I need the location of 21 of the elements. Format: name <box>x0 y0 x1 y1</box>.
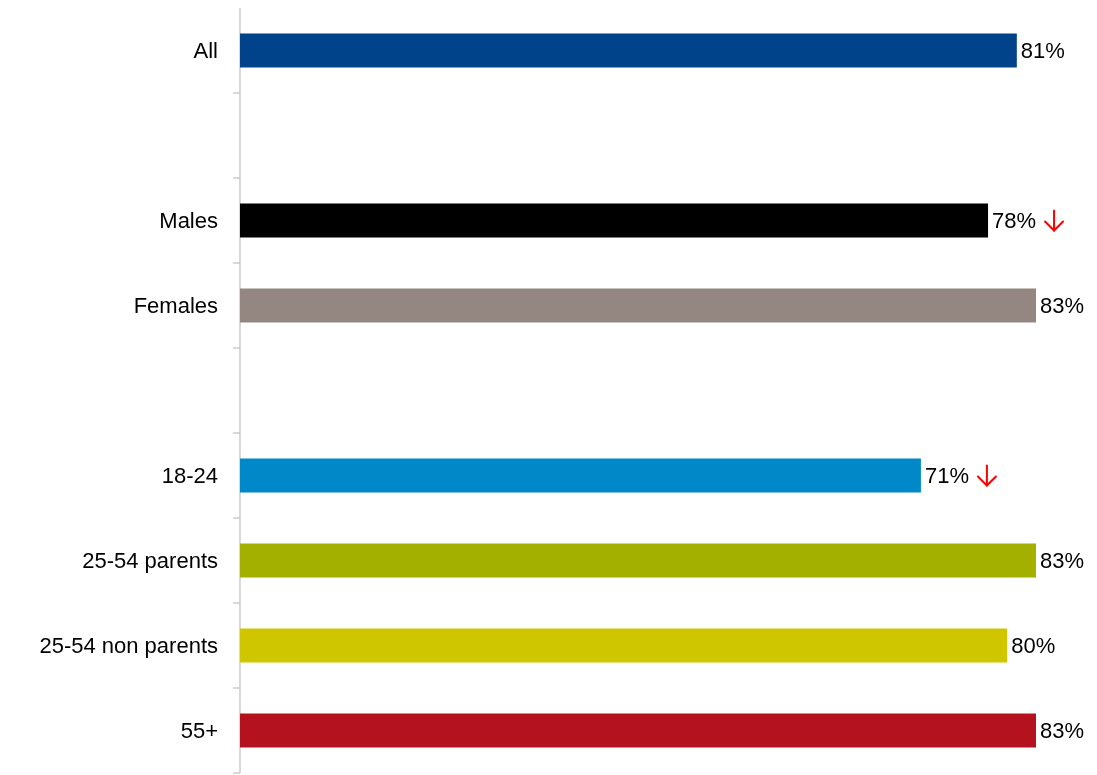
bar <box>240 288 1036 323</box>
data-label: 83% <box>1040 718 1085 744</box>
y-tick-label: Females <box>133 293 218 319</box>
bar <box>240 458 921 493</box>
bar <box>240 628 1008 663</box>
y-tick-label: 55+ <box>180 718 218 744</box>
y-tick-label: 18-24 <box>161 463 218 489</box>
data-label: 78% <box>992 208 1037 234</box>
data-label: 71% <box>924 463 969 489</box>
bar <box>240 713 1036 748</box>
bar <box>240 543 1036 578</box>
y-tick-label: 25-54 non parents <box>39 633 218 659</box>
data-label: 81% <box>1020 38 1065 64</box>
bar <box>240 33 1017 68</box>
data-label: 83% <box>1040 548 1085 574</box>
y-tick-label: All <box>193 38 218 64</box>
data-label: 83% <box>1040 293 1085 319</box>
y-tick-label: Males <box>159 208 218 234</box>
y-tick-label: 25-54 parents <box>82 548 218 574</box>
data-label: 80% <box>1011 633 1056 659</box>
bar <box>240 203 989 238</box>
